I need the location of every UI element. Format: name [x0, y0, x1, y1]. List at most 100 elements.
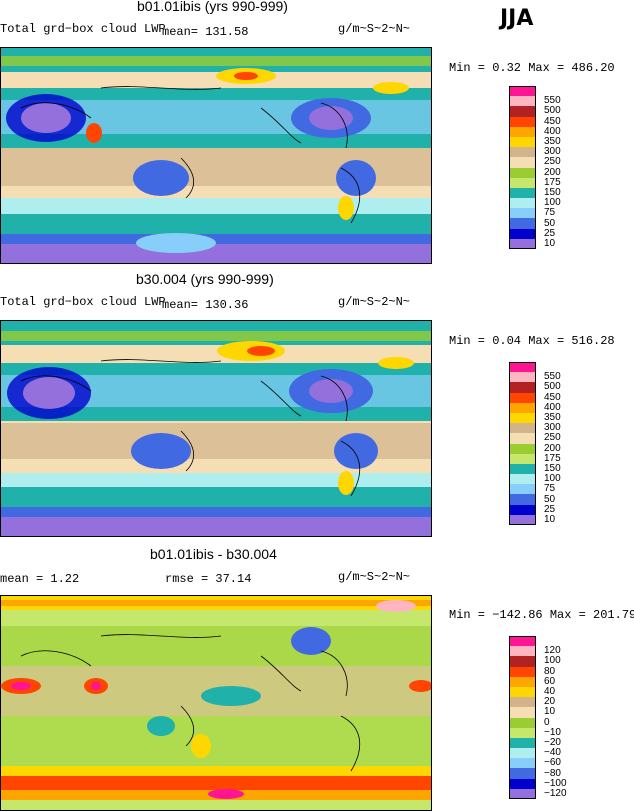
legend-label: 400	[544, 401, 561, 413]
legend-swatch	[509, 453, 536, 464]
legend-swatch	[509, 116, 536, 127]
legend-swatch	[509, 484, 536, 495]
legend-swatch	[509, 147, 536, 158]
panel-1-variable-label: Total grd−box cloud LWP	[0, 22, 166, 36]
panel-3-title: b01.01ibis - b30.004	[150, 546, 277, 562]
legend-label: −80	[544, 767, 561, 779]
legend-swatch	[509, 676, 536, 687]
legend-swatch	[509, 86, 536, 97]
legend-label: 500	[544, 381, 561, 393]
panel-3-map-field	[1, 596, 431, 810]
legend-swatch	[509, 758, 536, 769]
panel-1-units: g/m~S~2~N~	[338, 22, 411, 36]
legend-swatch	[509, 167, 536, 178]
panel-1-legend: 550 500 450 400 350 300 250 200 175 150 …	[509, 86, 561, 249]
panel-1-title: b01.01ibis (yrs 990-999)	[137, 0, 288, 14]
legend-label: 120	[544, 645, 561, 657]
panel-2-units: g/m~S~2~N~	[338, 295, 411, 309]
panel-3-legend: 120 100 80 60 40 20 10 0 −10 −20 −40 −60…	[509, 636, 567, 799]
panel-3-map	[0, 595, 432, 811]
legend-label: 450	[544, 391, 561, 403]
legend-swatch	[509, 96, 536, 107]
legend-swatch	[509, 423, 536, 434]
legend-swatch	[509, 392, 536, 403]
legend-swatch	[509, 748, 536, 759]
legend-label: 10	[544, 706, 556, 718]
legend-label: 100	[544, 473, 561, 485]
legend-swatch	[509, 157, 536, 168]
legend-label: 450	[544, 115, 561, 127]
legend-label: 175	[544, 452, 561, 464]
legend-label: 25	[544, 503, 556, 515]
legend-swatch	[509, 238, 536, 249]
legend-label: 150	[544, 186, 561, 198]
legend-label: 200	[544, 442, 561, 454]
legend-label: 20	[544, 696, 556, 708]
legend-label: −40	[544, 747, 561, 759]
legend-swatch	[509, 737, 536, 749]
legend-swatch	[509, 504, 536, 515]
legend-label: 50	[544, 493, 556, 505]
legend-swatch	[509, 382, 536, 393]
legend-label: 500	[544, 105, 561, 117]
legend-label: −20	[544, 736, 561, 748]
legend-swatch	[509, 778, 536, 789]
legend-label: 350	[544, 136, 561, 148]
legend-label: 300	[544, 146, 561, 158]
legend-swatch	[509, 198, 536, 209]
legend-swatch	[509, 136, 536, 148]
legend-label: 50	[544, 217, 556, 229]
legend-label: 80	[544, 665, 556, 677]
legend-swatch	[509, 788, 536, 799]
legend-label: 150	[544, 462, 561, 474]
panel-2-mean: mean= 130.36	[162, 298, 249, 312]
panel-2-map	[0, 320, 432, 537]
legend-label: −120	[544, 787, 567, 799]
panel-2-title: b30.004 (yrs 990-999)	[136, 271, 274, 287]
legend-swatch	[509, 187, 536, 199]
legend-label: 10	[544, 513, 556, 525]
panel-1-mean: mean= 131.58	[162, 25, 249, 39]
legend-label: 10	[544, 237, 556, 249]
panel-3-mean: mean = 1.22	[0, 572, 80, 586]
legend-swatch	[509, 697, 536, 708]
legend-label: 75	[544, 207, 556, 219]
legend-swatch	[509, 218, 536, 229]
legend-label: 175	[544, 176, 561, 188]
legend-label: 400	[544, 125, 561, 137]
legend-label: 550	[544, 371, 561, 383]
legend-swatch	[509, 372, 536, 383]
legend-swatch	[509, 362, 536, 373]
legend-label: 350	[544, 412, 561, 424]
legend-swatch	[509, 514, 536, 525]
legend-label: 60	[544, 675, 556, 687]
panel-2-variable-label: Total grd−box cloud LWP	[0, 295, 166, 309]
legend-swatch	[509, 177, 536, 188]
legend-swatch	[509, 443, 536, 454]
legend-swatch	[509, 686, 536, 698]
legend-swatch	[509, 646, 536, 657]
legend-swatch	[509, 636, 536, 647]
legend-swatch	[509, 463, 536, 475]
legend-label: 40	[544, 686, 556, 698]
panel-1-map	[0, 47, 432, 264]
panel-2-map-field	[1, 321, 431, 536]
legend-label: 25	[544, 227, 556, 239]
legend-label: 250	[544, 432, 561, 444]
legend-swatch	[509, 656, 536, 667]
legend-label: −60	[544, 757, 561, 769]
legend-swatch	[509, 402, 536, 413]
panel-3-rmse: rmse = 37.14	[165, 572, 252, 586]
legend-label: −100	[544, 777, 567, 789]
legend-swatch	[509, 707, 536, 718]
legend-swatch	[509, 412, 536, 424]
legend-swatch	[509, 666, 536, 677]
legend-swatch	[509, 717, 536, 728]
legend-swatch	[509, 768, 536, 779]
legend-label: −10	[544, 726, 561, 738]
legend-label: 0	[544, 716, 550, 728]
legend-swatch	[509, 228, 536, 239]
legend-label: 100	[544, 197, 561, 209]
legend-label: 200	[544, 166, 561, 178]
panel-3-units: g/m~S~2~N~	[338, 570, 411, 584]
